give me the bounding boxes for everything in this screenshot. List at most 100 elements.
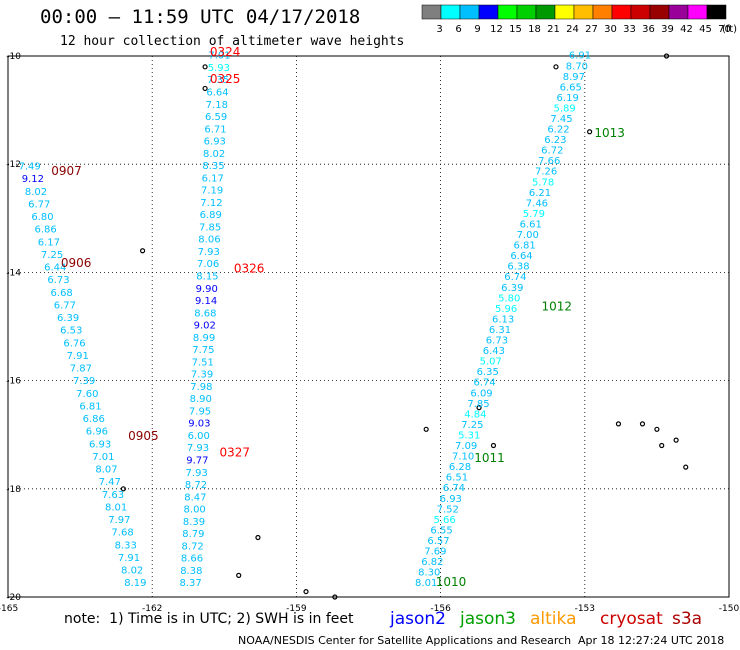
wave-height-value: 5.78 xyxy=(532,177,554,188)
legend-tick-label: 33 xyxy=(623,24,636,35)
wave-height-value: 7.97 xyxy=(108,515,130,526)
wave-height-value: 8.66 xyxy=(181,554,203,565)
longitude-tick-label: -156 xyxy=(430,604,451,614)
wave-height-value: 9.77 xyxy=(186,456,208,467)
pass-time-label: 0324 xyxy=(210,45,241,59)
wave-height-value: 8.02 xyxy=(121,566,143,577)
wave-height-value: 6.55 xyxy=(430,525,452,536)
wave-height-value: 7.06 xyxy=(197,259,219,270)
wave-height-value: 6.65 xyxy=(560,82,582,93)
satellite-legend-jason3: jason3 xyxy=(460,609,516,629)
wave-height-value: 6.86 xyxy=(83,414,105,425)
wave-height-value: 8.01 xyxy=(415,578,437,589)
island-outline xyxy=(303,588,309,595)
legend-tick-label: 24 xyxy=(566,24,579,35)
wave-height-value: 6.35 xyxy=(477,367,499,378)
wave-height-value: 6.22 xyxy=(547,125,569,136)
wave-height-value: 7.39 xyxy=(73,376,95,387)
wave-height-value: 7.18 xyxy=(206,100,228,111)
island-outline xyxy=(659,442,665,449)
wave-height-value: 8.37 xyxy=(180,578,202,589)
latitude-tick-label: -20 xyxy=(6,593,21,603)
wave-height-value: 7.09 xyxy=(455,441,477,452)
pass-time-label: 0325 xyxy=(210,72,241,86)
satellite-legend-s3a: s3a xyxy=(672,609,703,629)
longitude-tick-label: -153 xyxy=(575,604,595,614)
wave-height-value: 7.01 xyxy=(92,452,114,463)
island-outline xyxy=(639,421,646,427)
legend-unit-label: (ft) xyxy=(722,24,737,35)
island-outline xyxy=(202,85,208,92)
wave-height-value: 7.52 xyxy=(437,504,459,515)
wave-height-value: 8.70 xyxy=(566,61,588,72)
wave-height-value: 8.97 xyxy=(563,72,585,83)
wave-height-value: 6.71 xyxy=(204,124,226,135)
satellite-legend-cryosat: cryosat xyxy=(600,609,663,629)
island-outline xyxy=(587,129,593,135)
wave-height-value: 5.31 xyxy=(458,430,480,441)
wave-height-value: 6.19 xyxy=(557,93,579,104)
wave-height-value: 8.02 xyxy=(25,187,47,198)
latitude-tick-label: -18 xyxy=(6,485,21,495)
wave-height-value: 8.72 xyxy=(182,541,204,552)
wave-height-value: 7.10 xyxy=(452,452,474,463)
wave-height-value: 7.63 xyxy=(102,490,124,501)
wave-height-value: 7.66 xyxy=(538,156,560,167)
wave-height-value: 7.01 xyxy=(208,51,230,62)
wave-height-value: 8.99 xyxy=(193,333,215,344)
wave-height-value: 9.12 xyxy=(22,174,44,185)
longitude-tick-label: -165 xyxy=(0,604,18,614)
wave-height-value: 7.26 xyxy=(535,167,557,178)
island-outline xyxy=(663,53,670,59)
wave-height-value: 6.72 xyxy=(541,146,563,157)
island-outline xyxy=(654,426,660,432)
wave-height-value: 5.07 xyxy=(480,357,502,368)
wave-height-value: 6.64 xyxy=(510,251,532,262)
wave-height-value: 6.51 xyxy=(446,473,468,484)
wave-height-value: 7.19 xyxy=(201,186,223,197)
pass-time-label: 0906 xyxy=(61,256,92,270)
wave-height-value: 7.93 xyxy=(186,468,208,479)
wave-height-value: 9.90 xyxy=(196,284,218,295)
island-outline xyxy=(236,572,242,578)
wave-height-value: 7.75 xyxy=(192,345,214,356)
wave-height-value: 7.87 xyxy=(70,364,92,375)
wave-height-value: 6.93 xyxy=(89,439,111,450)
wave-height-value: 8.30 xyxy=(418,568,440,579)
wave-height-value: 8.00 xyxy=(184,505,206,516)
wave-height-value: 6.64 xyxy=(206,88,228,99)
wave-height-value: 8.35 xyxy=(202,161,224,172)
wave-height-value: 8.06 xyxy=(198,235,220,246)
wave-height-value: 9.14 xyxy=(195,296,217,307)
wave-height-value: 6.09 xyxy=(470,388,492,399)
wave-height-value: 6.59 xyxy=(205,112,227,123)
wave-height-value: 7.85 xyxy=(199,222,221,233)
legend-tick-label: 21 xyxy=(547,24,560,35)
wave-height-value: 6.93 xyxy=(204,137,226,148)
legend-tick-label: 6 xyxy=(455,24,461,35)
wave-height-value: 6.17 xyxy=(202,173,224,184)
generation-timestamp: Apr 18 12:27:24 UTC 2018 xyxy=(578,634,725,647)
wave-height-value: 6.93 xyxy=(440,494,462,505)
wave-height-value: 5.96 xyxy=(495,304,517,315)
wave-height-value: 7.69 xyxy=(424,547,446,558)
wave-height-value: 6.31 xyxy=(489,325,511,336)
island-outline xyxy=(673,437,679,443)
legend-tick-label: 9 xyxy=(474,24,480,35)
wave-height-value: 7.91 xyxy=(118,553,140,564)
pass-time-label: 1013 xyxy=(594,126,625,140)
island-outline xyxy=(139,248,146,254)
island-outline xyxy=(553,64,559,70)
pass-time-label: 0327 xyxy=(219,445,250,459)
wave-height-value: 7.25 xyxy=(41,250,63,261)
latitude-tick-label: -14 xyxy=(6,268,21,278)
wave-height-value: 8.15 xyxy=(196,272,218,283)
legend-tick-label: 3 xyxy=(436,24,442,35)
track-jason3: 6.918.708.976.656.195.897.456.226.236.72… xyxy=(415,51,625,589)
legend-tick-label: 42 xyxy=(680,24,693,35)
wave-height-value: 6.80 xyxy=(31,212,53,223)
wave-height-value: 8.47 xyxy=(184,492,206,503)
wave-height-value: 6.74 xyxy=(443,483,465,494)
